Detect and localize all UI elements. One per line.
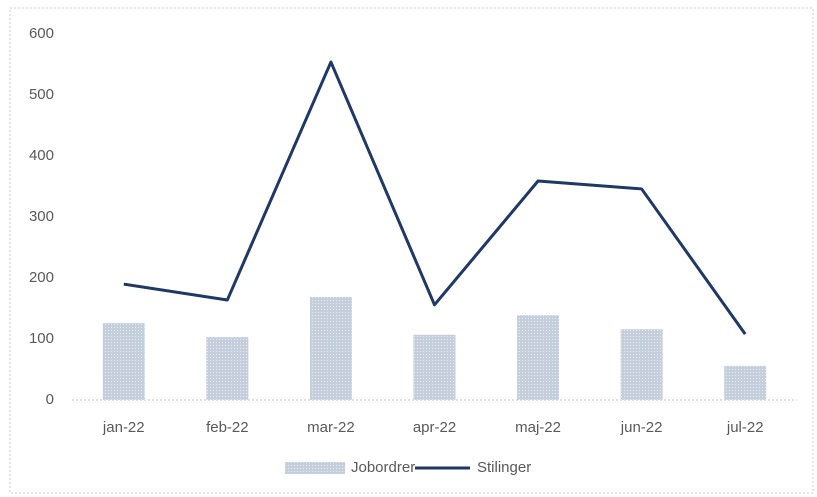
x-tick-label: maj-22: [515, 419, 561, 436]
bar: [517, 315, 560, 400]
x-tick-label: jul-22: [726, 419, 764, 436]
x-tick-label: apr-22: [413, 419, 456, 436]
bar: [206, 337, 249, 400]
line: [123, 60, 747, 335]
x-tick-label: feb-22: [206, 419, 249, 436]
y-tick-label: 400: [29, 147, 54, 164]
legend-swatch: [285, 462, 345, 474]
legend-label: Jobordrer: [351, 459, 415, 476]
bar: [620, 329, 663, 400]
y-tick-label: 100: [29, 330, 54, 347]
bar: [724, 365, 767, 400]
bar: [309, 296, 352, 400]
x-tick-label: jan-22: [102, 419, 145, 436]
y-tick-label: 600: [29, 25, 54, 42]
x-tick-label: jun-22: [620, 419, 663, 436]
y-tick-label: 500: [29, 86, 54, 103]
x-tick-label: mar-22: [307, 419, 355, 436]
legend-label: Stilinger: [477, 459, 531, 476]
bar: [102, 323, 145, 400]
chart-border: [9, 7, 814, 494]
y-tick-label: 200: [29, 269, 54, 286]
y-tick-label: 300: [29, 208, 54, 225]
bar: [413, 334, 456, 400]
y-tick-label: 0: [46, 391, 54, 408]
